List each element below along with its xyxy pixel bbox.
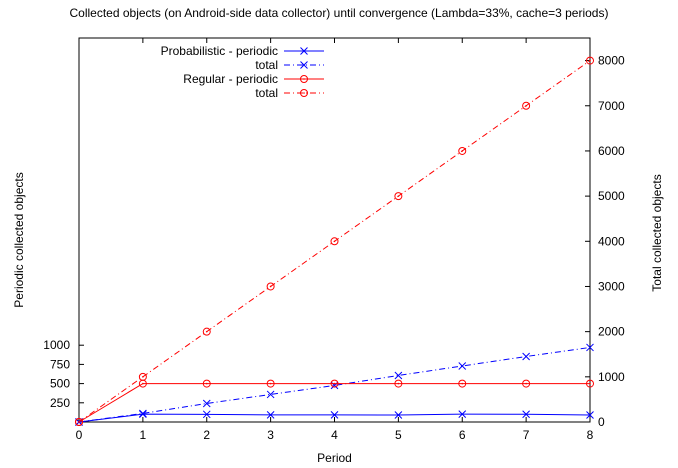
x-tick-label: 8 <box>587 428 594 442</box>
series-3-point <box>266 282 275 291</box>
y2-axis-label: Total collected objects <box>650 174 664 291</box>
series-0-point <box>458 410 467 418</box>
series-2-point <box>266 379 275 388</box>
legend-marker-2 <box>300 75 308 83</box>
legend-label: total <box>255 58 278 72</box>
series-2-point <box>394 379 403 388</box>
series-2-point-dot <box>142 382 144 385</box>
series-0-point <box>586 411 594 419</box>
series-3-point-dot <box>333 240 336 243</box>
x-tick-label: 5 <box>395 428 402 442</box>
series-1-point <box>202 399 211 408</box>
series-3-point-dot <box>589 59 591 62</box>
y2-tick-label: 5000 <box>598 189 625 203</box>
series-2-point <box>330 379 339 388</box>
x-tick-label: 1 <box>140 428 147 442</box>
series-3-point-dot <box>142 376 144 378</box>
legend-label: total <box>255 86 278 100</box>
series-3-point <box>394 192 403 201</box>
series-3-point-dot <box>461 150 464 152</box>
series-1-point <box>394 371 403 380</box>
series-3-point-dot <box>205 330 208 333</box>
x-tick-label: 6 <box>459 428 466 442</box>
series-0-point <box>139 410 147 419</box>
series-0-point <box>522 410 530 419</box>
series-line-2 <box>78 383 590 423</box>
series-2-point-dot <box>333 382 336 385</box>
y-tick-label: 500 <box>50 377 70 391</box>
series-2-point <box>522 379 531 388</box>
y2-tick-label: 7000 <box>598 99 625 113</box>
series-3-point <box>202 327 211 336</box>
legend-marker-2-dot <box>303 78 305 80</box>
legend-marker-0 <box>300 47 308 55</box>
y2-tick-label: 1000 <box>598 370 625 384</box>
series-2-point-dot <box>525 382 527 385</box>
y2-tick-label: 4000 <box>598 234 625 248</box>
x-axis-label: Period <box>317 451 352 465</box>
series-0-point <box>330 411 339 419</box>
y-axis-label: Periodic collected objects <box>12 172 26 307</box>
series-0-point <box>202 410 211 419</box>
series-0-point <box>266 411 275 419</box>
series-3-point-dot <box>78 421 80 423</box>
y-tick-label: 250 <box>50 396 70 410</box>
series-2-point-dot <box>397 382 400 385</box>
series-1-point <box>266 390 275 399</box>
series-3-point <box>75 418 83 426</box>
series-1-point <box>139 409 147 418</box>
series-3-point <box>458 146 467 155</box>
series-1-point <box>330 381 339 390</box>
series-line-1 <box>78 346 591 423</box>
legend-marker-3-dot <box>303 92 305 94</box>
x-tick-label: 7 <box>523 428 530 442</box>
y2-tick-label: 2000 <box>598 325 625 339</box>
series-3-point <box>586 56 594 65</box>
legend-label: Probabilistic - periodic <box>161 44 278 58</box>
series-3-point-dot <box>269 285 272 288</box>
x-tick-label: 0 <box>76 428 83 442</box>
series-2-point-dot <box>461 382 464 385</box>
legend-marker-1 <box>300 61 308 69</box>
y2-tick-label: 0 <box>598 415 605 429</box>
series-3-point-dot <box>525 104 527 107</box>
y2-tick-label: 8000 <box>598 54 625 68</box>
x-tick-label: 3 <box>267 428 274 442</box>
series-1-point <box>522 352 530 361</box>
x-tick-label: 4 <box>331 428 338 442</box>
legend-label: Regular - periodic <box>183 72 278 86</box>
series-1-point <box>586 343 594 352</box>
chart-title: Collected objects (on Android-side data … <box>69 6 609 20</box>
series-2-point-dot <box>269 382 272 385</box>
plot-frame <box>78 37 591 423</box>
series-3-point-dot <box>397 195 400 197</box>
series-1-point <box>458 362 467 370</box>
series-2-point <box>586 379 594 388</box>
series-2-point-dot <box>589 382 591 385</box>
series-2-point <box>202 379 211 388</box>
y2-tick-label: 3000 <box>598 279 625 293</box>
y-tick-label: 1000 <box>43 338 70 352</box>
series-2-point-dot <box>205 382 208 385</box>
legend-marker-3 <box>300 89 308 97</box>
series-0-point <box>394 411 403 419</box>
y2-tick-label: 6000 <box>598 144 625 158</box>
series-3-point <box>330 237 339 246</box>
y-tick-label: 750 <box>50 357 70 371</box>
x-tick-label: 2 <box>203 428 210 442</box>
series-2-point <box>458 379 467 388</box>
series-3-point <box>522 101 531 110</box>
series-3-point <box>138 372 147 381</box>
